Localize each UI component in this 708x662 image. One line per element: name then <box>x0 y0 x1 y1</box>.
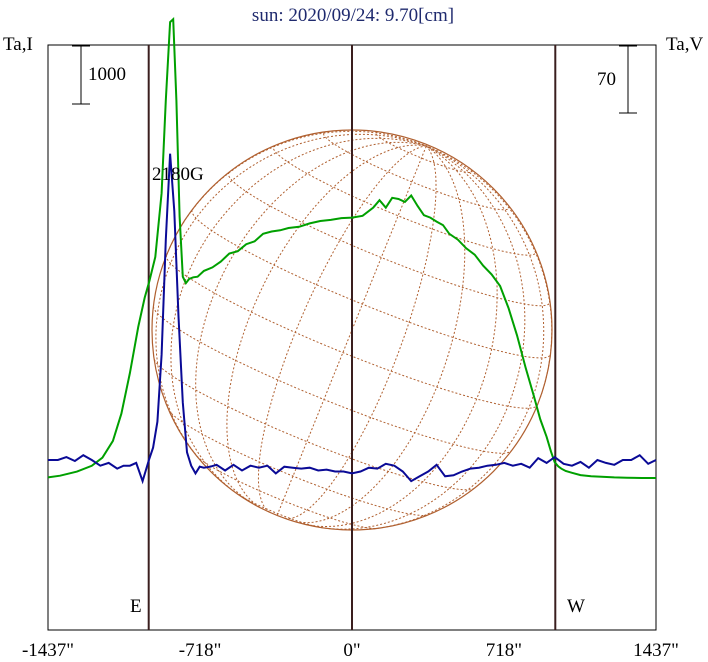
x-tick-label: -718" <box>179 640 222 661</box>
right-scale-label: 70 <box>597 69 616 90</box>
latitude-line <box>168 410 428 516</box>
latitude-line <box>375 131 473 173</box>
right-axis-label: Ta,V <box>666 34 703 55</box>
left-axis-label: Ta,I <box>3 34 33 55</box>
series-i-line <box>47 16 656 479</box>
latitude-line <box>272 145 537 256</box>
x-tick-label: 0" <box>343 640 360 661</box>
left-scale-label: 1000 <box>88 64 126 85</box>
latitude-line <box>323 131 510 211</box>
west-limb-label: W <box>567 596 585 617</box>
right-scale-bar <box>619 45 637 114</box>
longitude-line <box>426 145 553 406</box>
x-tick-labels: -1437" -718" 0" 718" 1437" <box>22 640 679 661</box>
left-scale-bar <box>72 45 90 105</box>
chart-title: sun: 2020/09/24: 9.70[cm] <box>252 5 454 26</box>
solar-disc <box>151 129 553 531</box>
source-annotation: 2180G <box>152 164 204 185</box>
longitude-line <box>257 145 427 513</box>
series-v-line <box>48 153 657 485</box>
longitude-line <box>166 130 427 256</box>
longitude-line <box>365 145 545 530</box>
latitude-line <box>196 455 376 529</box>
latitude-line <box>165 254 538 409</box>
longitude-line <box>155 133 427 465</box>
x-tick-label: 718" <box>486 640 522 661</box>
x-tick-label: 1437" <box>633 640 679 661</box>
latitude-line <box>191 209 551 359</box>
x-tick-label: -1437" <box>22 640 74 661</box>
longitude-line <box>284 145 437 520</box>
longitude-line <box>226 144 427 510</box>
longitude-line <box>170 137 427 495</box>
latitude-line <box>227 171 551 307</box>
east-limb-label: E <box>130 596 142 617</box>
latitude-line <box>152 306 512 454</box>
